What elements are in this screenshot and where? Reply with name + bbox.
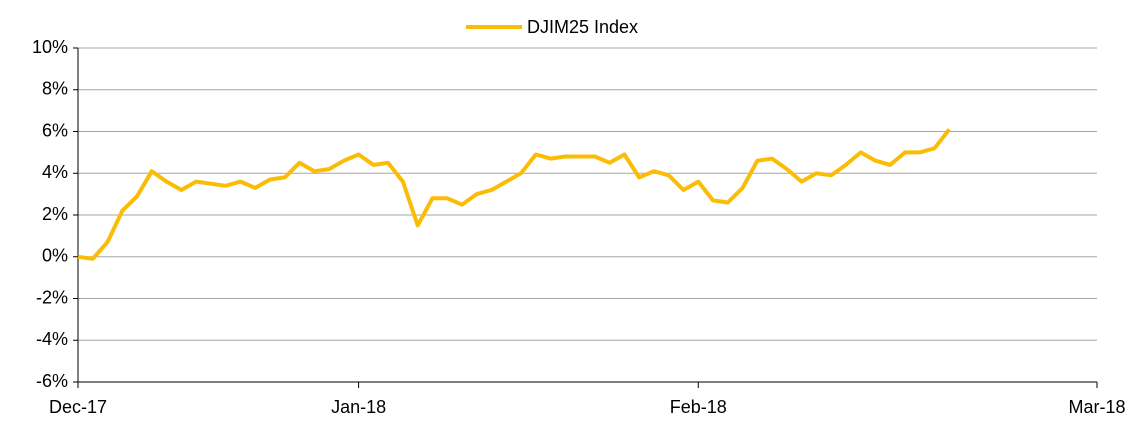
x-tick-label: Dec-17 (49, 397, 107, 417)
y-tick-label: 8% (42, 79, 68, 99)
y-tick-label: 0% (42, 246, 68, 266)
x-tick-label: Mar-18 (1068, 397, 1125, 417)
legend-label: DJIM25 Index (527, 17, 638, 37)
y-tick-label: 10% (32, 37, 68, 57)
y-tick-label: -2% (36, 287, 68, 307)
y-tick-label: -4% (36, 329, 68, 349)
y-tick-label: 2% (42, 204, 68, 224)
x-tick-label: Jan-18 (331, 397, 386, 417)
y-tick-label: -6% (36, 371, 68, 391)
y-tick-label: 4% (42, 162, 68, 182)
y-tick-label: 6% (42, 120, 68, 140)
x-tick-label: Feb-18 (670, 397, 727, 417)
series-line (77, 128, 951, 261)
